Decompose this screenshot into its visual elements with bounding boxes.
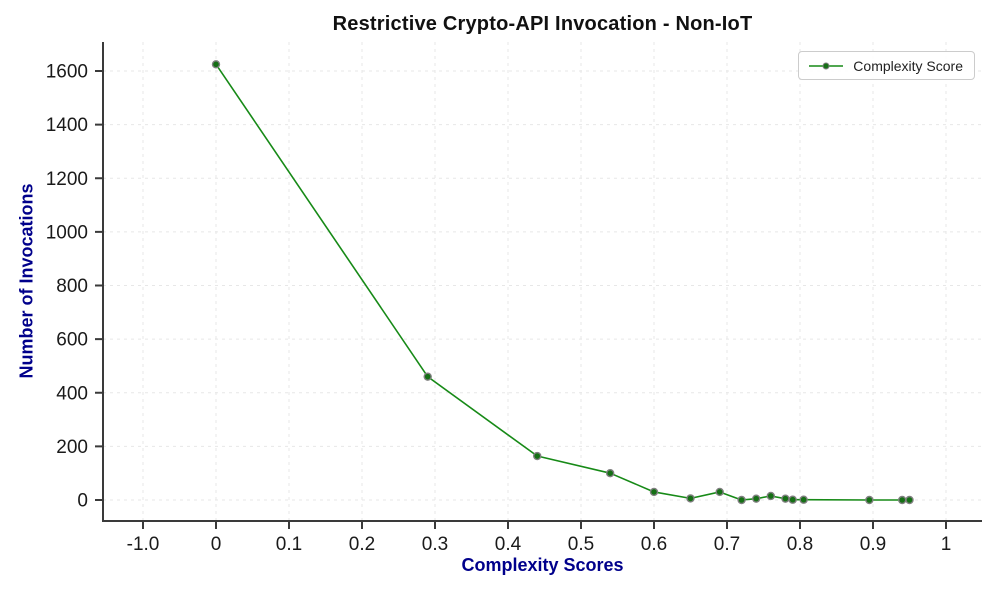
x-tick-label: 1 <box>941 534 952 555</box>
x-tick-label: 0.7 <box>714 534 740 555</box>
x-tick-label: 0.5 <box>568 534 594 555</box>
data-point <box>715 487 724 497</box>
y-tick-label: 0 <box>77 491 88 512</box>
y-axis-title: Number of Invocations <box>16 183 37 379</box>
y-tick-label: 800 <box>56 276 88 297</box>
data-point <box>737 495 746 505</box>
y-tick-label: 200 <box>56 437 88 458</box>
legend: Complexity Score <box>798 51 975 80</box>
data-point <box>898 495 907 505</box>
x-tick-label: 0.9 <box>860 534 886 555</box>
y-tick-label: 1600 <box>46 62 88 83</box>
x-tick-label: -1.0 <box>127 534 160 555</box>
data-point <box>211 60 221 69</box>
data-point <box>781 494 790 503</box>
data-point <box>799 495 808 504</box>
data-point <box>752 494 761 503</box>
y-tick-label: 400 <box>56 383 88 404</box>
data-point <box>788 495 797 504</box>
x-tick-label: 0.3 <box>422 534 448 555</box>
data-point <box>766 491 775 501</box>
data-point <box>649 487 659 497</box>
legend-label: Complexity Score <box>853 57 963 74</box>
legend-line-marker-icon <box>809 62 844 69</box>
x-tick-label: 0.4 <box>495 534 522 555</box>
y-tick-label: 1200 <box>46 169 88 190</box>
y-tick-label: 1400 <box>46 115 88 136</box>
data-line <box>215 63 910 501</box>
x-axis-title: Complexity Scores <box>461 555 624 575</box>
data-point <box>905 495 914 505</box>
data-point <box>533 451 542 461</box>
x-tick-label: 0.2 <box>349 534 375 555</box>
data-point <box>865 495 874 505</box>
x-tick-label: 0 <box>211 534 222 555</box>
x-tick-label: 0.6 <box>641 534 667 555</box>
data-point <box>423 372 432 381</box>
data-point <box>606 468 615 478</box>
x-tick-label: 0.8 <box>787 534 813 555</box>
y-tick-label: 600 <box>56 330 88 351</box>
data-point <box>686 494 695 503</box>
x-tick-label: 0.1 <box>276 534 302 555</box>
chart-title: Restrictive Crypto-API Invocation - Non-… <box>332 13 753 35</box>
y-tick-label: 1000 <box>46 222 88 243</box>
